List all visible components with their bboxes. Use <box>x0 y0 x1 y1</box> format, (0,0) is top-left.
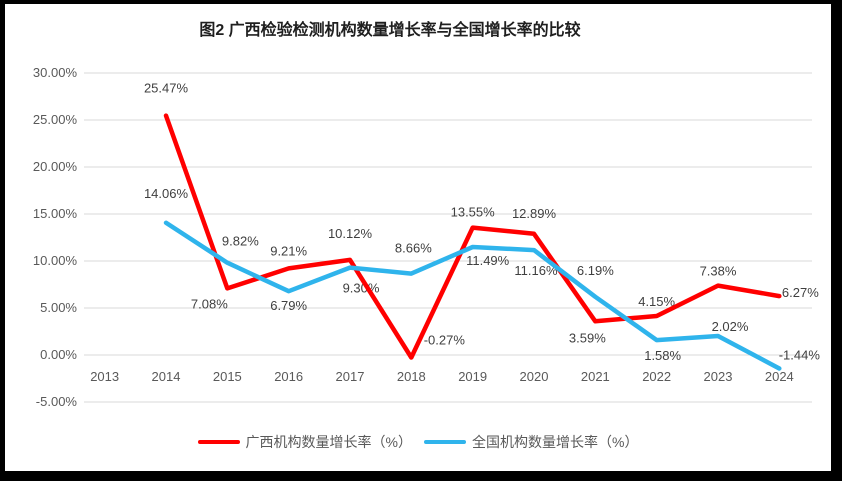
x-axis-tick-label: 2020 <box>520 369 549 384</box>
x-axis-tick-label: 2018 <box>397 369 426 384</box>
chart-title: 图2 广西检验检测机构数量增长率与全国增长率的比较 <box>199 22 581 39</box>
data-label: 9.82% <box>222 234 259 249</box>
legend-swatch-national <box>424 440 466 444</box>
chart-plot-area: 30.00% 25.00% 20.00% 15.00% 10.00% 5.00% 0.00%… <box>33 65 821 409</box>
data-label: 2.02% <box>712 319 749 334</box>
data-label: 11.49% <box>466 253 510 268</box>
x-axis-tick-label: 2014 <box>152 369 181 384</box>
data-label: 12.89% <box>512 206 557 221</box>
x-axis-tick-label: 2019 <box>458 369 487 384</box>
y-axis-tick-label: 15.00% <box>33 206 78 221</box>
y-axis-tick-label: 25.00% <box>33 112 78 127</box>
legend-swatch-guangxi <box>197 440 240 444</box>
x-axis-tick-label: 2022 <box>642 369 671 384</box>
x-axis-tick-label: 2013 <box>90 369 119 384</box>
data-label: 25.47% <box>144 81 189 96</box>
data-label: -0.27% <box>424 333 466 348</box>
x-axis-tick-label: 2021 <box>581 369 610 384</box>
data-label: 9.30% <box>343 281 380 296</box>
data-label: 13.55% <box>451 205 496 220</box>
data-label: 11.16% <box>514 263 558 278</box>
y-axis-tick-label: 5.00% <box>40 300 77 315</box>
data-label: 7.38% <box>700 264 737 279</box>
x-axis-tick-label: 2016 <box>274 369 303 384</box>
data-label: 6.27% <box>782 285 819 300</box>
legend-item-national: 全国机构数量增长率（%） <box>424 432 638 452</box>
x-axis-tick-label: 2024 <box>765 369 794 384</box>
y-axis-tick-label: 0.00% <box>40 347 77 362</box>
data-label: 9.21% <box>270 243 307 258</box>
x-axis-tick-label: 2017 <box>336 369 365 384</box>
legend: 广西机构数量增长率（%） 全国机构数量增长率（%） <box>5 432 831 452</box>
x-axis-tick-label: 2015 <box>213 369 242 384</box>
data-label: 7.08% <box>191 296 228 311</box>
data-label: 3.59% <box>569 330 606 345</box>
data-label: 14.06% <box>144 186 189 201</box>
data-label: -1.44% <box>779 348 821 363</box>
data-label: 8.66% <box>395 241 432 256</box>
legend-label-guangxi: 广西机构数量增长率（%） <box>245 434 412 450</box>
y-axis-tick-label: 10.00% <box>33 253 78 268</box>
y-axis-tick-label: -5.00% <box>36 394 78 409</box>
y-axis-tick-label: 20.00% <box>33 159 78 174</box>
x-axis-tick-label: 2023 <box>704 369 733 384</box>
data-label: 6.79% <box>270 298 307 313</box>
series-line-0 <box>163 113 782 360</box>
data-label: 10.12% <box>328 226 373 241</box>
legend-label-national: 全国机构数量增长率（%） <box>472 434 639 450</box>
legend-item-guangxi: 广西机构数量增长率（%） <box>197 432 412 452</box>
y-axis-tick-label: 30.00% <box>33 65 78 80</box>
series-line-1 <box>163 220 782 371</box>
data-label: 4.15% <box>638 294 675 309</box>
data-label: 6.19% <box>577 263 614 278</box>
data-label: 1.58% <box>644 348 681 363</box>
